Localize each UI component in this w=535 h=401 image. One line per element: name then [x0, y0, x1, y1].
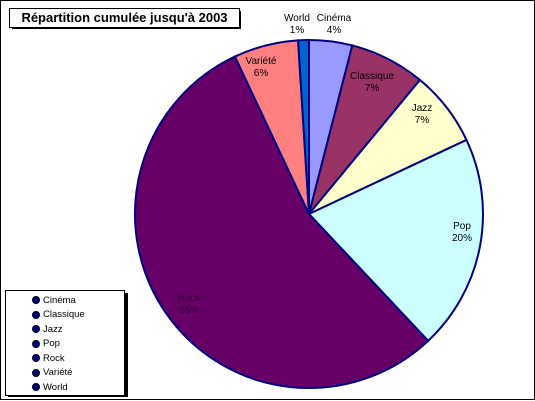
- chart-title: Répartition cumulée jusqu'à 2003: [9, 8, 240, 28]
- pie-slice-rock: [134, 55, 430, 389]
- legend-label: Variété: [43, 367, 73, 379]
- pie-slices: [134, 38, 484, 389]
- slice-label-pop: Pop: [453, 221, 471, 232]
- chart-title-box: Répartition cumulée jusqu'à 2003: [9, 8, 241, 29]
- legend-item-world: World: [6, 380, 124, 395]
- legend-label: Cinéma: [43, 294, 76, 306]
- slice-pct-classique: 7%: [365, 83, 380, 94]
- slice-pct-pop: 20%: [452, 233, 472, 244]
- legend-marker: [32, 339, 40, 348]
- pie-slice-world: [297, 38, 310, 215]
- legend-label: Classique: [43, 309, 85, 321]
- legend-marker: [32, 310, 40, 319]
- legend-item-rock: Rock: [6, 351, 124, 366]
- slice-label-cinéma: Cinéma: [317, 13, 352, 24]
- legend-label: Pop: [43, 338, 60, 350]
- slice-pct-variété: 6%: [254, 68, 269, 79]
- legend-label: Jazz: [43, 323, 63, 335]
- legend-item-cinema: Cinéma: [6, 293, 124, 308]
- slice-pct-jazz: 7%: [415, 115, 430, 126]
- slice-label-world: World: [284, 13, 310, 24]
- legend-label: World: [43, 381, 68, 393]
- legend: Cinéma Classique Jazz Pop Rock Variété W…: [5, 290, 129, 398]
- slice-pct-rock: 55%: [179, 305, 199, 316]
- pie-slice-pop: [307, 138, 484, 343]
- legend-box: Cinéma Classique Jazz Pop Rock Variété W…: [5, 290, 125, 396]
- slice-label-classique: Classique: [350, 71, 394, 82]
- slice-label-rock: Rock: [178, 293, 202, 304]
- legend-marker: [32, 354, 40, 363]
- legend-marker: [32, 383, 40, 392]
- slice-label-variété: Variété: [246, 56, 277, 67]
- slice-label-jazz: Jazz: [412, 103, 433, 114]
- legend-item-pop: Pop: [6, 337, 124, 352]
- legend-item-classique: Classique: [6, 308, 124, 323]
- legend-label: Rock: [43, 352, 65, 364]
- slice-pct-cinéma: 4%: [327, 25, 342, 36]
- legend-marker: [32, 296, 40, 305]
- legend-item-jazz: Jazz: [6, 322, 124, 337]
- legend-item-variete: Variété: [6, 366, 124, 381]
- legend-marker: [32, 325, 40, 334]
- slice-pct-world: 1%: [290, 25, 305, 36]
- pie-labels: Cinéma4%Classique7%Jazz7%Pop20%Rock55%Va…: [178, 13, 473, 316]
- legend-marker: [32, 368, 40, 377]
